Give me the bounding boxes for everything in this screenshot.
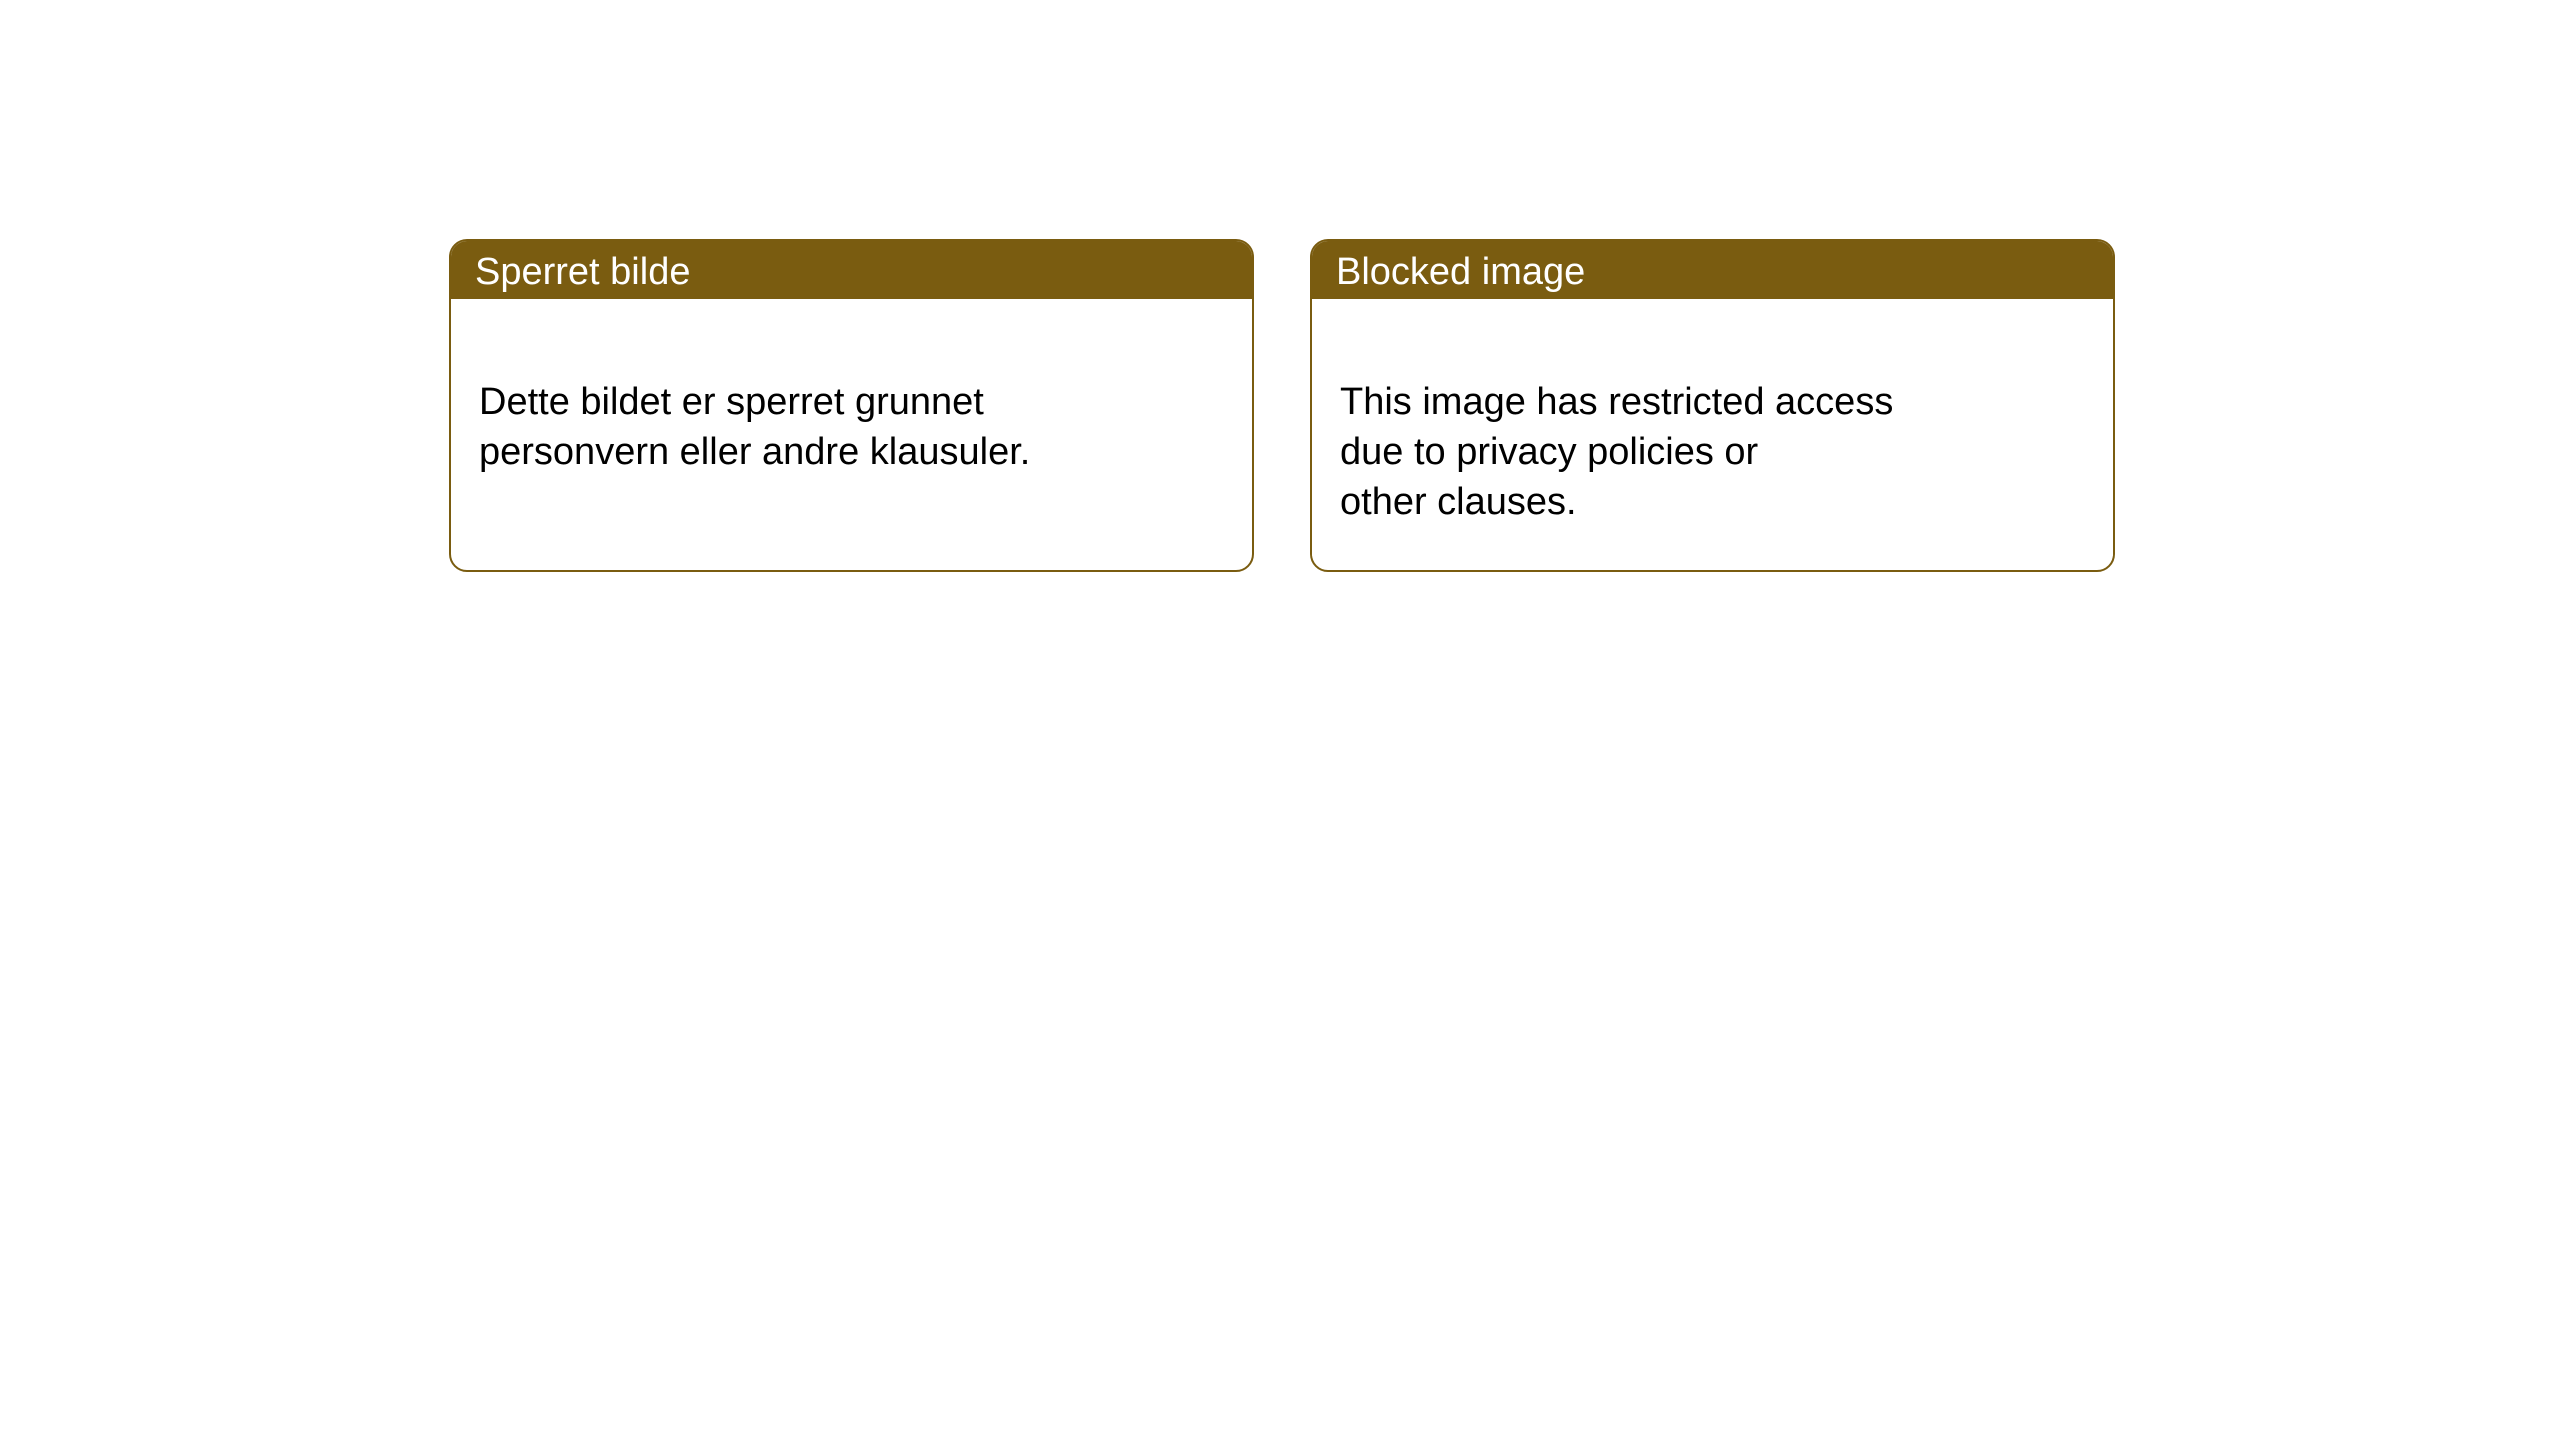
notice-card-message: This image has restricted access due to …: [1340, 381, 1893, 523]
notice-card-norwegian: Sperret bilde Dette bildet er sperret gr…: [449, 239, 1254, 572]
notice-card-body: Dette bildet er sperret grunnet personve…: [451, 299, 1252, 505]
notice-card-body: This image has restricted access due to …: [1312, 299, 2113, 556]
notice-card-english: Blocked image This image has restricted …: [1310, 239, 2115, 572]
page-canvas: Sperret bilde Dette bildet er sperret gr…: [0, 0, 2560, 1440]
notice-card-header: Blocked image: [1312, 241, 2113, 299]
notice-card-header: Sperret bilde: [451, 241, 1252, 299]
notice-card-message: Dette bildet er sperret grunnet personve…: [479, 381, 1030, 473]
notice-card-title: Blocked image: [1336, 251, 1585, 293]
notice-card-title: Sperret bilde: [475, 251, 690, 293]
